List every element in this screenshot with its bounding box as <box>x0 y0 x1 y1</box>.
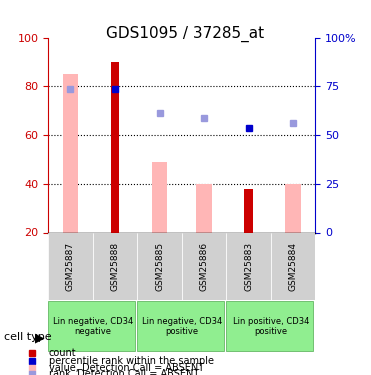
Bar <box>48 301 135 351</box>
Bar <box>226 232 271 300</box>
Bar <box>111 62 119 232</box>
Bar <box>271 232 315 300</box>
Text: GSM25886: GSM25886 <box>200 242 209 291</box>
Text: GDS1095 / 37285_at: GDS1095 / 37285_at <box>106 26 265 42</box>
Text: ▶: ▶ <box>35 331 45 344</box>
Text: Lin negative, CD34
negative: Lin negative, CD34 negative <box>53 316 133 336</box>
Text: Lin negative, CD34
positive: Lin negative, CD34 positive <box>142 316 222 336</box>
Bar <box>93 232 137 300</box>
Bar <box>63 74 78 232</box>
Bar <box>48 232 93 300</box>
Text: count: count <box>49 348 76 358</box>
Bar <box>182 232 226 300</box>
Text: GSM25883: GSM25883 <box>244 242 253 291</box>
Text: GSM25887: GSM25887 <box>66 242 75 291</box>
Text: rank, Detection Call = ABSENT: rank, Detection Call = ABSENT <box>49 369 199 375</box>
Text: cell type: cell type <box>4 333 51 342</box>
Bar <box>226 301 313 351</box>
Bar <box>244 189 253 232</box>
Text: value, Detection Call = ABSENT: value, Detection Call = ABSENT <box>49 363 204 373</box>
Bar <box>196 184 212 232</box>
Text: GSM25884: GSM25884 <box>289 242 298 291</box>
Text: Lin positive, CD34
positive: Lin positive, CD34 positive <box>233 316 309 336</box>
Text: GSM25888: GSM25888 <box>111 242 119 291</box>
Text: GSM25885: GSM25885 <box>155 242 164 291</box>
Bar <box>137 301 224 351</box>
Bar <box>152 162 167 232</box>
Bar <box>285 184 301 232</box>
Text: percentile rank within the sample: percentile rank within the sample <box>49 356 214 366</box>
Bar <box>137 232 182 300</box>
